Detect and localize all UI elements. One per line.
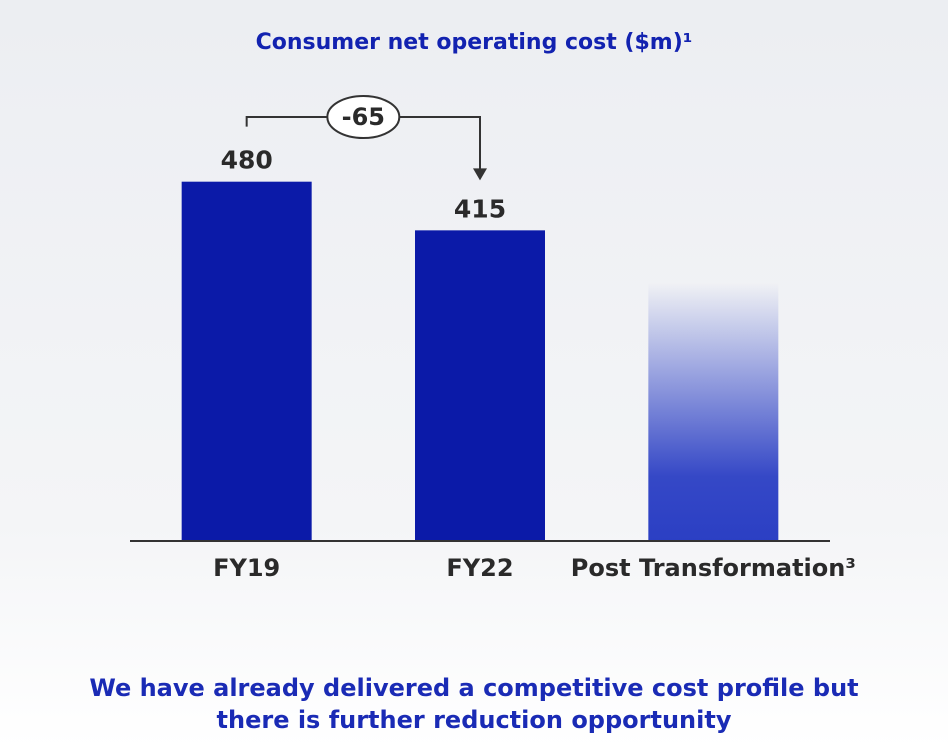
chart-title: Consumer net operating cost ($m)¹ (255, 30, 693, 55)
value-label: 415 (454, 194, 506, 223)
value-label: 480 (221, 146, 273, 175)
x-tick-label: Post Transformation³ (570, 554, 856, 582)
bar (648, 282, 779, 541)
annotation: -65 (342, 103, 385, 131)
x-tick-label: FY19 (213, 554, 281, 582)
subtitle: We have already delivered a competitive … (89, 674, 859, 734)
x-tick-label: FY22 (446, 554, 514, 582)
bar (181, 181, 312, 541)
bar (415, 230, 545, 542)
arrow-head (473, 168, 487, 181)
annotation-oval (326, 95, 401, 139)
